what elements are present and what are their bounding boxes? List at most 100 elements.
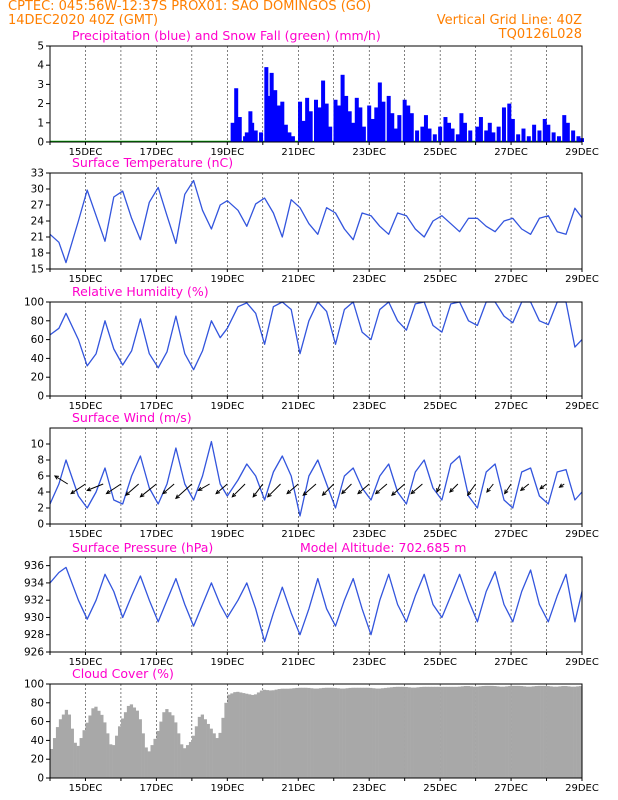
precip-bar [264,67,269,142]
cloud-bar [451,686,456,778]
precip-bar [546,124,551,142]
cloud-bar [298,687,302,778]
rh-ytick-label: 0 [37,391,44,403]
cloud-bar [280,688,284,778]
cloud-bar [135,710,139,778]
cloud-bar [336,688,340,778]
wind-vector [357,483,370,494]
cloud-bar [567,686,571,778]
cloud-bar [333,687,337,778]
cloud-ytick-label: 80 [31,697,44,709]
cloud-bar [327,687,332,778]
cloud-bar [212,733,216,778]
precip-bar [230,122,235,142]
cloud-bar [484,685,488,778]
precip-bar [370,118,375,142]
precip-bar [337,105,342,142]
cloud-ytick-label: 20 [31,754,44,766]
precip-bar [475,126,480,142]
wind-ytick-label: 6 [37,471,44,483]
wind-arrowhead [70,489,76,495]
wind-arrowhead [436,487,441,494]
rh-xtick-label: 27DEC [494,401,528,412]
precip-bar [328,126,333,142]
precip-bar [576,136,581,142]
cloud-bar [360,687,364,778]
precip-bar [551,132,556,142]
cloud-bar [162,712,166,778]
cloud-bar [274,689,278,778]
cloud-bar [502,686,506,778]
wind-arrowhead [252,492,258,498]
cloud-bar [76,745,80,778]
temp-series-line [49,179,583,264]
precip-bar [507,103,512,142]
cloud-bar [454,686,459,778]
cloud-bar [555,686,559,778]
cloud-bar [398,686,403,778]
cloud-bar [576,686,580,778]
cloud-bar [516,685,521,778]
cloud-bar [357,687,361,778]
temp-ytick-label: 15 [31,264,44,276]
wind-arrowhead [162,489,167,495]
cloud-bar [292,688,296,778]
cloud-ytick-label: 40 [31,735,44,747]
cloud-bar [546,686,550,778]
cloud-bar [487,685,491,778]
cloud-bar [206,723,210,778]
cloud-bar [463,686,468,778]
cloud-bar [123,712,128,778]
cloud-bar [475,686,479,778]
pres-panel: 926 928 930 932 934 936 15DEC 17DEC 19DEC 21DEC 23… [24,556,599,668]
temp-ytick-label: 27 [31,200,44,212]
precip-bar [542,118,547,142]
precip-bar [354,97,359,142]
cloud-bar [153,738,157,778]
cloud-bar [469,686,473,778]
cloud-ytick-label: 0 [37,773,44,785]
precip-bar [521,128,526,142]
cloud-bar [552,686,556,778]
rh-ytick-label: 100 [24,297,44,309]
cloud-bar [271,690,275,778]
cloud-bar [392,686,397,778]
precip-bar [374,107,379,142]
cloud-bar [215,738,219,778]
wind-xtick-label: 29DEC [565,529,599,540]
precip-bar [484,130,489,142]
cloud-bar [106,733,110,778]
precip-bar [301,120,306,142]
precip-bar [234,88,239,142]
cloud-bar [126,705,131,778]
cloud-bar [159,721,163,778]
cloud-bar [183,748,187,778]
cloud-bar [481,686,485,778]
precip-bar [491,132,496,142]
wind-arrowhead [519,486,525,492]
wind-ytick-label: 0 [37,519,44,531]
temp-xtick-label: 17DEC [140,274,174,285]
precip-bar [565,122,570,142]
rh-title: Relative Humidity (%) [72,284,209,299]
cloud-bar [50,749,54,778]
precip-xtick-label: 29DEC [565,147,599,158]
precip-bar [526,136,531,142]
precip-bar [321,80,326,142]
rh-xtick-label: 23DEC [352,401,386,412]
cloud-bar [242,693,246,778]
wind-vector [125,483,139,496]
cloud-bar [79,738,83,778]
cloud-bar [410,687,414,778]
cloud-bar [129,704,134,778]
cloud-bar [82,730,86,778]
precip-bar [468,130,473,142]
cloud-bar [156,731,160,778]
wind-arrowhead [539,484,545,490]
precip-bar [420,126,425,142]
temp-title: Surface Temperature (nC) [72,155,234,170]
pres-ytick-label: 936 [24,560,44,572]
precip-frame [49,45,583,143]
pres-xtick-label: 23DEC [352,657,386,668]
temp-ytick-label: 33 [31,168,44,180]
